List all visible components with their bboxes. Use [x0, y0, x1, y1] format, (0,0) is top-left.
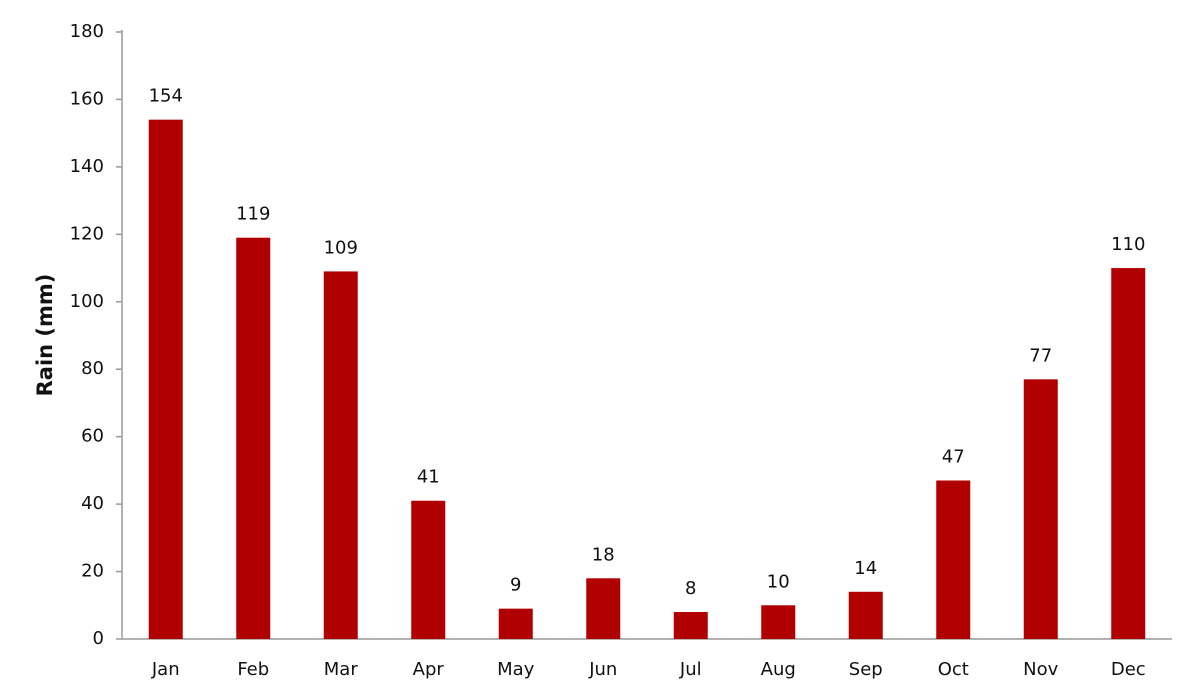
bar	[411, 500, 446, 639]
y-tick-label: 120	[70, 223, 104, 244]
value-label: 18	[592, 544, 615, 565]
x-tick-label: Jun	[588, 659, 617, 680]
value-label: 77	[1029, 345, 1052, 366]
bar	[498, 608, 533, 639]
value-label: 154	[149, 86, 183, 107]
bar	[761, 605, 796, 639]
value-label: 110	[1111, 234, 1145, 255]
x-tick-label: Feb	[237, 659, 269, 680]
bar	[936, 480, 971, 639]
x-tick-label: Mar	[324, 659, 359, 680]
x-tick-label: May	[497, 659, 535, 680]
y-tick-label: 80	[81, 358, 104, 379]
x-tick-label: Apr	[413, 659, 445, 680]
y-tick-label: 0	[93, 628, 104, 649]
bar	[323, 271, 358, 639]
value-label: 9	[510, 575, 521, 596]
value-label: 119	[236, 204, 270, 225]
value-label: 47	[942, 447, 965, 468]
y-tick-label: 160	[70, 88, 104, 109]
y-tick-label: 180	[70, 21, 104, 42]
y-tick-label: 140	[70, 156, 104, 177]
bar	[673, 612, 708, 639]
x-tick-label: Aug	[761, 659, 796, 680]
value-label: 14	[854, 558, 877, 579]
bar	[1023, 379, 1058, 639]
bar	[236, 237, 271, 639]
y-tick-label: 40	[81, 493, 104, 514]
x-tick-label: Sep	[849, 659, 883, 680]
y-tick-label: 100	[70, 291, 104, 312]
value-label: 10	[767, 571, 790, 592]
value-label: 109	[324, 237, 358, 258]
x-tick-label: Dec	[1111, 659, 1146, 680]
x-tick-label: Jan	[151, 659, 180, 680]
y-tick-label: 20	[81, 561, 104, 582]
bar	[848, 591, 883, 639]
x-tick-label: Oct	[938, 659, 969, 680]
bar	[1111, 268, 1146, 639]
value-label: 8	[685, 578, 696, 599]
bar	[586, 578, 621, 639]
y-axis-label: Rain (mm)	[33, 274, 57, 397]
x-tick-label: Jul	[679, 659, 702, 680]
value-label: 41	[417, 467, 440, 488]
x-tick-label: Nov	[1023, 659, 1058, 680]
y-tick-label: 60	[81, 426, 104, 447]
bar	[148, 119, 183, 639]
